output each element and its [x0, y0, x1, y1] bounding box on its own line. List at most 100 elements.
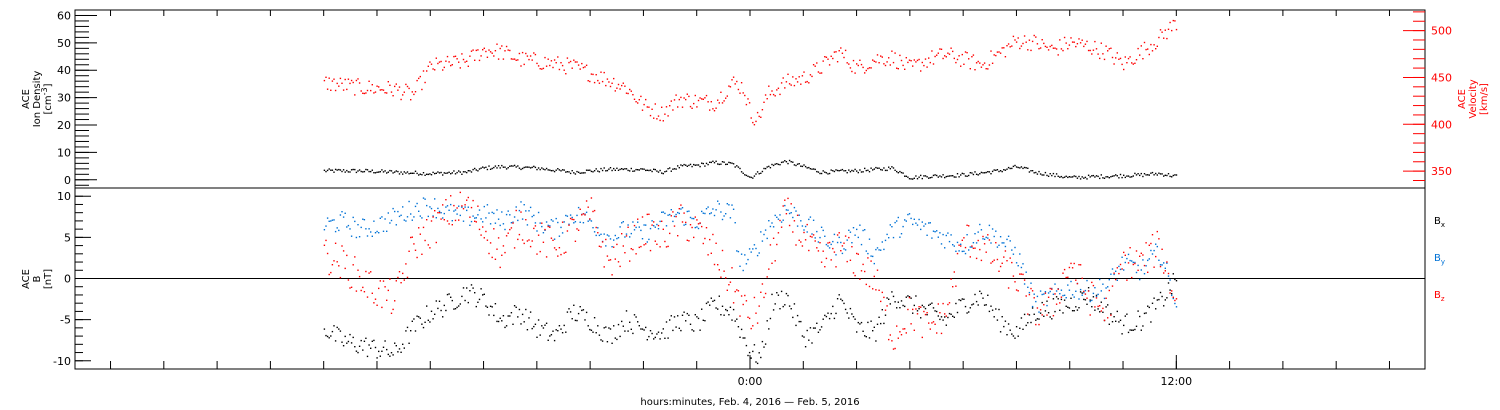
velocity-point — [769, 93, 772, 96]
by-point — [1159, 264, 1162, 266]
bz-point — [408, 250, 410, 252]
density-point — [1169, 175, 1171, 178]
bz-point — [581, 214, 583, 216]
by-point — [459, 214, 461, 217]
by-point — [983, 238, 986, 240]
by-point — [1158, 259, 1160, 261]
velocity-point — [438, 61, 441, 63]
velocity-point — [862, 66, 864, 69]
velocity-point — [437, 62, 439, 65]
by-point — [761, 240, 764, 242]
bx-point — [379, 355, 381, 357]
velocity-point — [952, 50, 954, 53]
velocity-point — [872, 59, 874, 61]
bx-point — [1054, 310, 1056, 313]
velocity-point — [1115, 57, 1117, 59]
bx-point — [678, 327, 680, 329]
bx-point — [640, 328, 642, 330]
velocity-point — [366, 89, 369, 92]
bx-point — [670, 315, 672, 317]
velocity-point — [995, 54, 997, 57]
bx-point — [354, 346, 356, 348]
bz-point — [354, 256, 356, 258]
density-point — [381, 169, 383, 171]
velocity-point — [659, 119, 661, 122]
velocity-point — [768, 85, 770, 87]
bz-point — [817, 250, 820, 252]
density-point — [520, 168, 522, 171]
by-point — [363, 219, 366, 221]
bz-point — [1033, 297, 1035, 299]
by-point — [717, 200, 719, 202]
velocity-point — [422, 70, 425, 72]
velocity-point — [732, 76, 735, 78]
bx-point — [686, 312, 688, 315]
bx-point — [376, 357, 378, 359]
velocity-point — [515, 59, 517, 61]
by-point — [832, 240, 834, 243]
velocity-point — [497, 58, 500, 60]
bx-point — [912, 312, 914, 314]
bz-point — [537, 234, 540, 236]
velocity-point — [577, 64, 580, 66]
by-point — [883, 248, 885, 251]
velocity-point — [488, 49, 490, 51]
by-point — [864, 229, 866, 231]
bz-point — [904, 328, 906, 330]
bz-point — [814, 240, 816, 242]
bz-point — [1159, 265, 1162, 268]
velocity-point — [701, 98, 703, 100]
by-point — [955, 250, 957, 252]
bz-point — [326, 252, 329, 255]
velocity-point — [848, 63, 850, 65]
bx-point — [1142, 325, 1144, 327]
density-point — [910, 178, 912, 180]
density-point — [1025, 167, 1027, 169]
bz-point — [936, 332, 938, 334]
bx-point — [854, 318, 856, 320]
density-point — [576, 170, 578, 173]
density-point — [732, 163, 735, 165]
density-point — [988, 171, 991, 173]
bx-point — [496, 320, 498, 323]
velocity-point — [557, 56, 559, 58]
by-point — [857, 236, 859, 239]
density-point — [987, 171, 989, 173]
by-point — [702, 212, 704, 214]
bz-point — [593, 209, 596, 212]
bx-point — [944, 316, 946, 318]
bz-point — [464, 204, 466, 206]
bx-point — [712, 300, 714, 302]
by-point — [907, 213, 909, 216]
velocity-point — [685, 98, 687, 101]
density-point — [828, 172, 831, 175]
bx-point — [1129, 329, 1131, 331]
bz-point — [849, 259, 852, 261]
velocity-point — [846, 62, 848, 64]
bx-point — [975, 300, 978, 303]
density-point — [764, 167, 767, 170]
velocity-point — [803, 71, 805, 73]
velocity-point — [953, 57, 955, 60]
bz-point — [474, 220, 476, 222]
bx-point — [916, 310, 919, 312]
velocity-point — [363, 92, 366, 95]
bz-point — [582, 213, 585, 215]
bz-point — [531, 240, 533, 242]
density-point — [395, 170, 397, 172]
velocity-point — [378, 86, 380, 88]
bx-point — [641, 328, 644, 330]
velocity-point — [920, 70, 922, 72]
bz-point — [494, 258, 497, 260]
velocity-point — [857, 64, 859, 67]
bx-point — [966, 312, 968, 314]
bz-point — [334, 242, 337, 244]
bx-point — [573, 304, 575, 306]
bx-point — [926, 314, 928, 316]
density-point — [656, 170, 658, 172]
velocity-point — [998, 51, 1000, 53]
density-point — [373, 172, 375, 174]
velocity-point — [923, 64, 925, 67]
bx-point — [1075, 306, 1077, 308]
velocity-point — [675, 94, 677, 96]
